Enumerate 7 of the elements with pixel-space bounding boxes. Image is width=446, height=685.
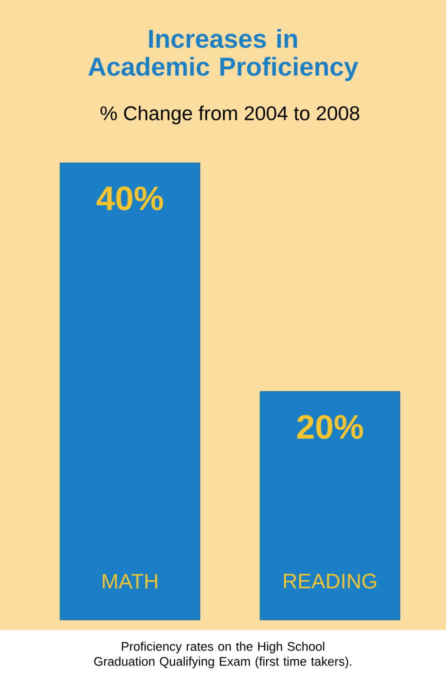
data-label: 20% [297,414,364,439]
chart-subtitle: % Change from 2004 to 2008 [100,106,360,124]
chart-title: Increases in Academic Proficiency [88,28,358,82]
x-tick-label: MATH [102,574,158,588]
data-label: 40% [96,186,164,210]
x-tick-label: READING [284,574,376,588]
text: Proficiency rates on the High School Graduation Qualifying Exam (first time takers). [94,642,352,668]
